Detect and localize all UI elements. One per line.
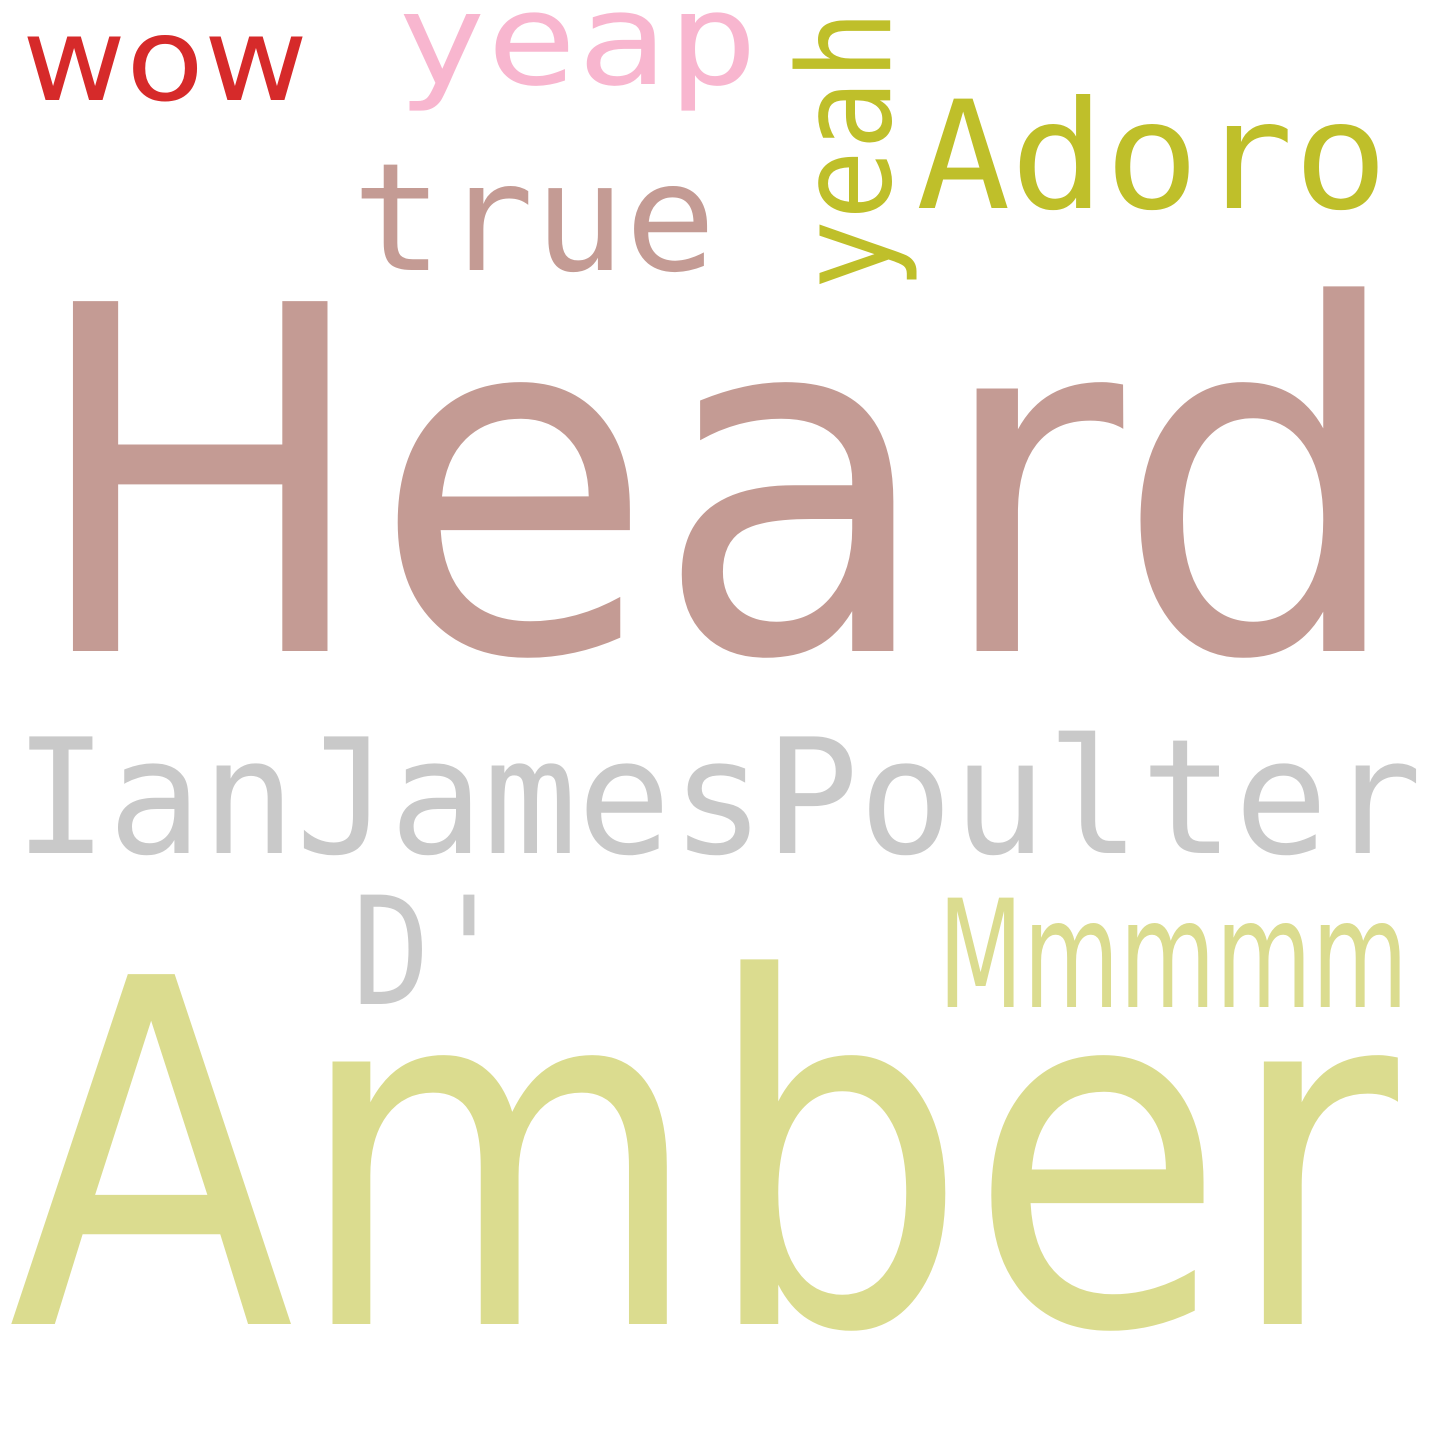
word-amber: Amber <box>8 879 1402 1438</box>
word-ianjamespoulter: IanJamesPoulter <box>14 704 1422 891</box>
word-d: D' <box>352 866 508 1040</box>
word-adoro: Adoro <box>916 70 1388 244</box>
word-true: true <box>352 132 716 306</box>
word-yeah: yeah <box>772 10 921 290</box>
word-wow: wow <box>22 0 308 128</box>
word-heard: Heard <box>28 206 1406 765</box>
word-yeap: yeap <box>396 0 758 115</box>
word-mmmmm: Mmmmm <box>938 869 1408 1043</box>
